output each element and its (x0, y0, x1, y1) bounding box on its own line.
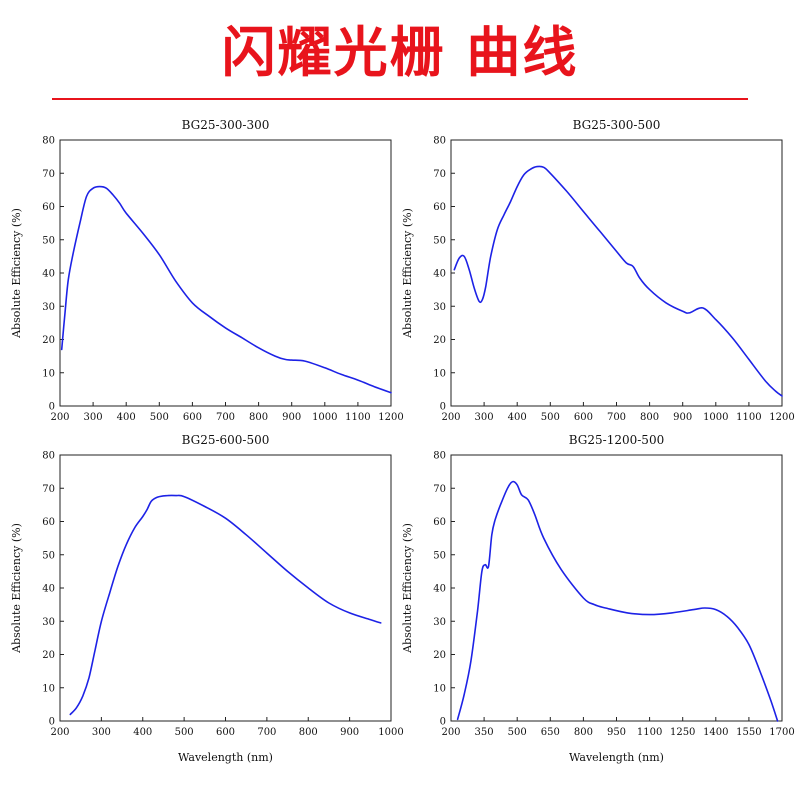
y-tick-label: 40 (42, 584, 55, 595)
y-tick-label: 50 (42, 235, 55, 246)
x-tick-label: 650 (541, 727, 560, 738)
y-tick-label: 40 (433, 584, 446, 595)
y-tick-label: 0 (49, 402, 55, 413)
x-tick-label: 1100 (345, 412, 370, 423)
y-tick-label: 80 (42, 451, 55, 462)
y-tick-label: 20 (42, 650, 55, 661)
y-tick-label: 30 (433, 617, 446, 628)
y-tick-label: 60 (42, 202, 55, 213)
x-tick-label: 1200 (378, 412, 403, 423)
x-tick-label: 350 (475, 727, 494, 738)
x-tick-label: 900 (340, 727, 359, 738)
x-tick-label: 800 (574, 727, 593, 738)
efficiency-curve (69, 494, 382, 716)
x-tick-label: 500 (508, 727, 527, 738)
x-tick-label: 300 (84, 412, 103, 423)
x-tick-label: 1100 (736, 412, 761, 423)
y-tick-label: 80 (433, 451, 446, 462)
efficiency-curve (456, 480, 779, 722)
x-tick-label: 1700 (769, 727, 794, 738)
plot-frame (450, 454, 783, 722)
y-tick-label: 40 (433, 269, 446, 280)
y-tick-label: 0 (440, 402, 446, 413)
x-tick-label: 900 (673, 412, 692, 423)
x-tick-label: 200 (50, 412, 69, 423)
y-tick-label: 70 (42, 484, 55, 495)
x-tick-label: 1100 (637, 727, 662, 738)
y-axis-label: Absolute Efficiency (%) (401, 523, 414, 654)
x-tick-label: 400 (117, 412, 136, 423)
x-tick-label: 900 (282, 412, 301, 423)
x-tick-label: 200 (50, 727, 69, 738)
x-tick-label: 950 (607, 727, 626, 738)
x-tick-label: 500 (150, 412, 169, 423)
y-tick-label: 70 (42, 169, 55, 180)
page-title: 闪耀光栅 曲线 (221, 21, 579, 84)
y-tick-label: 30 (42, 302, 55, 313)
y-tick-label: 30 (433, 302, 446, 313)
y-tick-label: 70 (433, 169, 446, 180)
x-tick-label: 1000 (312, 412, 337, 423)
title-underline (52, 98, 748, 100)
x-tick-label: 700 (607, 412, 626, 423)
y-tick-label: 10 (42, 683, 55, 694)
efficiency-curve (60, 185, 392, 394)
y-tick-label: 60 (433, 202, 446, 213)
y-tick-label: 10 (433, 683, 446, 694)
y-tick-label: 60 (433, 517, 446, 528)
chart-title: BG25-600-500 (182, 433, 270, 447)
y-tick-label: 70 (433, 484, 446, 495)
y-tick-label: 60 (42, 517, 55, 528)
x-tick-label: 1250 (670, 727, 695, 738)
y-tick-label: 20 (42, 335, 55, 346)
y-tick-label: 0 (440, 717, 446, 728)
chart-title: BG25-1200-500 (569, 433, 664, 447)
x-tick-label: 700 (257, 727, 276, 738)
x-tick-label: 300 (92, 727, 111, 738)
x-tick-label: 600 (216, 727, 235, 738)
y-tick-label: 10 (42, 368, 55, 379)
x-tick-label: 800 (640, 412, 659, 423)
y-tick-label: 20 (433, 650, 446, 661)
y-tick-label: 40 (42, 269, 55, 280)
x-tick-label: 1200 (769, 412, 794, 423)
x-tick-label: 200 (441, 412, 460, 423)
efficiency-curve (453, 165, 783, 397)
x-tick-label: 1000 (378, 727, 403, 738)
y-tick-label: 30 (42, 617, 55, 628)
chart-title: BG25-300-300 (182, 118, 270, 132)
x-tick-label: 1550 (736, 727, 761, 738)
y-tick-label: 80 (42, 136, 55, 147)
x-tick-label: 600 (183, 412, 202, 423)
x-tick-label: 800 (249, 412, 268, 423)
x-tick-label: 600 (574, 412, 593, 423)
x-tick-label: 400 (508, 412, 527, 423)
chart-title: BG25-300-500 (573, 118, 661, 132)
x-axis-label: Wavelength (nm) (178, 751, 273, 764)
x-tick-label: 1000 (703, 412, 728, 423)
x-tick-label: 500 (541, 412, 560, 423)
y-axis-label: Absolute Efficiency (%) (10, 523, 23, 654)
x-tick-label: 200 (441, 727, 460, 738)
x-tick-label: 800 (299, 727, 318, 738)
x-tick-label: 500 (175, 727, 194, 738)
x-tick-label: 1400 (703, 727, 728, 738)
y-axis-label: Absolute Efficiency (%) (401, 208, 414, 339)
y-tick-label: 20 (433, 335, 446, 346)
y-tick-label: 0 (49, 717, 55, 728)
x-tick-label: 300 (475, 412, 494, 423)
x-axis-label: Wavelength (nm) (569, 751, 664, 764)
y-tick-label: 50 (433, 550, 446, 561)
x-tick-label: 700 (216, 412, 235, 423)
y-axis-label: Absolute Efficiency (%) (10, 208, 23, 339)
y-tick-label: 50 (433, 235, 446, 246)
y-tick-label: 50 (42, 550, 55, 561)
y-tick-label: 10 (433, 368, 446, 379)
y-tick-label: 80 (433, 136, 446, 147)
x-tick-label: 400 (133, 727, 152, 738)
